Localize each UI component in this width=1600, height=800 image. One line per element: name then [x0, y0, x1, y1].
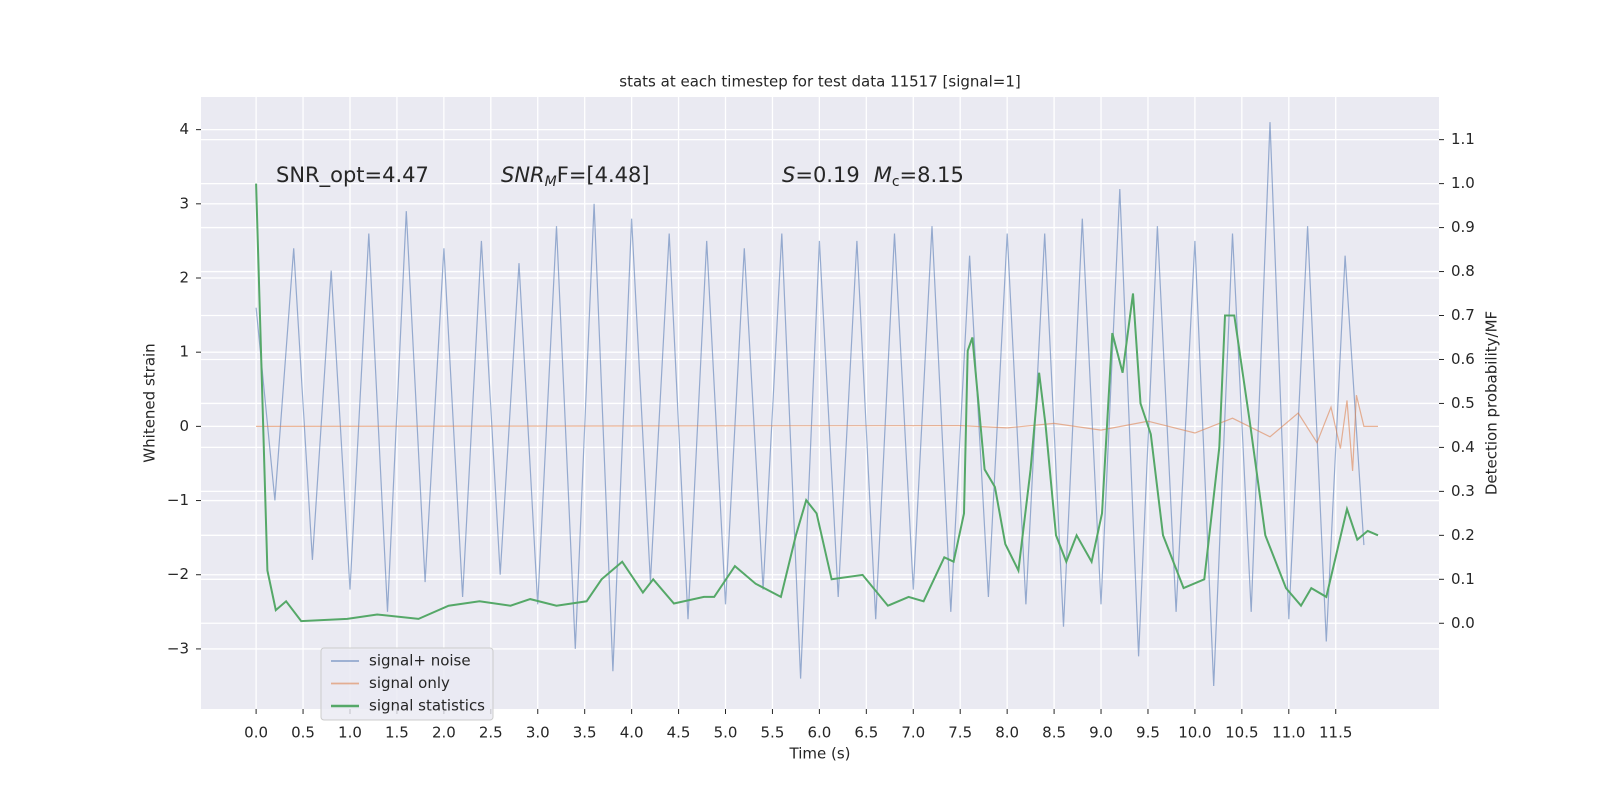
- x-tick-label: 10.5: [1225, 724, 1258, 742]
- y-tick-label: 4: [179, 120, 189, 138]
- annotation-part: F=[4.48]: [557, 163, 650, 187]
- y-tick-label: −2: [167, 565, 189, 583]
- annotation-part: S: [782, 163, 795, 187]
- annotation-part: =0.19: [795, 163, 859, 187]
- y-tick-label: −1: [167, 491, 189, 509]
- annotation-part: =8.15: [900, 163, 964, 187]
- x-tick-label: 8.0: [995, 724, 1019, 742]
- annotations: SNR_opt=4.47 SNRMF=[4.48] S=0.19 Mc=8.15: [276, 163, 964, 190]
- series-line: [255, 183, 1379, 623]
- x-tick-label: 7.5: [948, 724, 972, 742]
- y-tick-label: 1: [179, 343, 189, 361]
- x-tick-label: 0.0: [244, 724, 268, 742]
- y2-tick-label: 0.4: [1451, 438, 1475, 456]
- y2-tick-label: 0.3: [1451, 482, 1475, 500]
- annotation-part: SNR: [501, 163, 545, 187]
- x-tick-label: 11.5: [1319, 724, 1352, 742]
- legend: signal+ noise signal only signal statistic…: [320, 647, 494, 721]
- x-tick-label: 11.0: [1272, 724, 1305, 742]
- legend-label: signal+ noise: [369, 652, 471, 670]
- x-tick-label: 4.5: [667, 724, 691, 742]
- x-tick-label: 9.5: [1136, 724, 1160, 742]
- annotation-part: M: [545, 174, 557, 190]
- data: [255, 122, 1379, 687]
- legend-label: signal only: [369, 674, 450, 692]
- legend-label: signal statistics: [369, 697, 485, 715]
- y-tick-label: −3: [167, 639, 189, 657]
- y2-tick-label: 0.5: [1451, 394, 1475, 412]
- series-line: [255, 122, 1365, 687]
- y-axis-label: Whitened strain: [141, 343, 159, 462]
- x-tick-label: 2.5: [479, 724, 503, 742]
- annotation: SNR_opt=4.47: [276, 163, 429, 188]
- x-tick-label: 7.0: [901, 724, 925, 742]
- x-tick-label: 6.5: [854, 724, 878, 742]
- x-tick-label: 1.5: [385, 724, 409, 742]
- annotation-part: c: [892, 174, 900, 190]
- y-tick-label: 3: [179, 194, 189, 212]
- x-axis-label: Time (s): [789, 745, 851, 763]
- x-tick-label: 3.5: [573, 724, 597, 742]
- x-tick-label: 4.0: [620, 724, 644, 742]
- y2-axis-label: Detection probability/MF: [1483, 311, 1501, 495]
- grid: [201, 97, 1439, 709]
- annotation-part: M: [874, 163, 892, 187]
- chart-title: stats at each timestep for test data 115…: [619, 73, 1020, 91]
- annotation: S=0.19 Mc=8.15: [782, 163, 964, 190]
- y2-tick-label: 1.1: [1451, 130, 1475, 148]
- x-tick-label: 5.0: [714, 724, 738, 742]
- y2-tick-label: 0.9: [1451, 218, 1475, 236]
- x-tick-label: 6.0: [807, 724, 831, 742]
- legend-box: [320, 647, 494, 721]
- y2-tick-label: 0.2: [1451, 526, 1475, 544]
- y2-tick-label: 0.7: [1451, 306, 1475, 324]
- x-tick-label: 9.0: [1089, 724, 1113, 742]
- x-tick-label: 1.0: [338, 724, 362, 742]
- x-tick-label: 0.5: [291, 724, 315, 742]
- x-tick-label: 8.5: [1042, 724, 1066, 742]
- annotation: SNRMF=[4.48]: [501, 163, 650, 190]
- y2-tick-label: 1.0: [1451, 174, 1475, 192]
- y-tick-label: 2: [179, 269, 189, 287]
- x-tick-label: 3.0: [526, 724, 550, 742]
- y2-tick-label: 0.0: [1451, 614, 1475, 632]
- x-tick-label: 5.5: [761, 724, 785, 742]
- y-tick-label: 0: [179, 417, 189, 435]
- y2-tick-label: 0.6: [1451, 350, 1475, 368]
- x-tick-label: 10.0: [1178, 724, 1211, 742]
- x-tick-label: 2.0: [432, 724, 456, 742]
- y2-tick-label: 0.1: [1451, 570, 1475, 588]
- y2-tick-label: 0.8: [1451, 262, 1475, 280]
